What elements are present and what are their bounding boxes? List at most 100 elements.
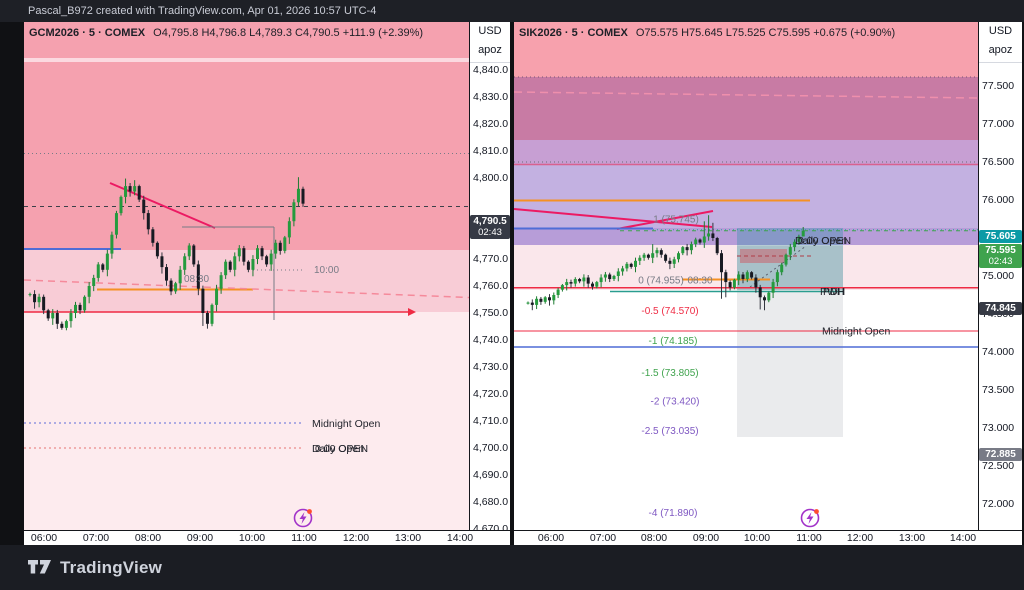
gold-price-axis[interactable]: USD apoz 4,840.0 4,830.0 4,820.0 4,810.0 4,8… [469, 22, 510, 535]
candle-up [612, 276, 616, 280]
silver-currency-unit[interactable]: apoz [988, 44, 1013, 56]
candle-up [296, 188, 300, 203]
pwh-label[interactable]: PWH [820, 286, 845, 298]
gold-currency-unit[interactable]: apoz [478, 44, 502, 56]
background-zone[interactable] [24, 58, 469, 62]
midnight-open-label[interactable]: Midnight Open [312, 418, 380, 430]
level-label-m05[interactable]: -0.5 (74.570) [641, 306, 698, 317]
price-tick-label: 4,810.0 [473, 145, 509, 157]
candle-down [101, 264, 105, 270]
background-zone[interactable] [514, 77, 978, 140]
gold-symbol-title[interactable]: GCM2026 · 5 · COMEX [29, 27, 146, 39]
price-tick-label: 4,840.0 [473, 64, 509, 76]
flash-icon-bolt[interactable] [806, 512, 814, 524]
level-label-m15[interactable]: -1.5 (73.805) [641, 368, 698, 379]
background-zone[interactable] [514, 140, 978, 164]
magenta-trendline-b[interactable] [616, 210, 714, 230]
candle-up [775, 272, 779, 283]
candle-up [655, 250, 659, 254]
daily-open-label[interactable]: Daily Open [312, 443, 364, 455]
level-label-1[interactable]: 1 (75.745) [653, 215, 699, 226]
gold-currency-usd[interactable]: USD [478, 25, 502, 37]
flash-icon[interactable] [293, 508, 313, 528]
declining-dashed-line[interactable] [24, 279, 469, 299]
candle-up [638, 257, 642, 261]
candle-down [750, 272, 754, 278]
midnight-open-label[interactable]: Midnight Open [822, 326, 890, 338]
level-label-m25[interactable]: -2.5 (73.035) [641, 426, 698, 437]
zero-hour-open-label[interactable]: 0:00 OPEN [798, 235, 851, 247]
candle-down [629, 263, 633, 267]
silver-symbol-title[interactable]: SIK2026 · 5 · COMEX [519, 27, 628, 39]
silver-chart-canvas[interactable]: 1 (75.745) 0 (74.955) 08:30 -0.5 (74.570) -1… [514, 22, 978, 530]
pdh-label[interactable]: PDH [823, 286, 845, 298]
gold-chart-canvas[interactable]: 08:30 10:00 Midnight Open Daily Open 0:00 OP… [24, 22, 469, 530]
candle-down [586, 277, 590, 284]
candle-down [265, 256, 269, 265]
background-zone[interactable] [514, 164, 978, 245]
silver-time-axis[interactable]: 06:00 07:00 08:00 09:00 10:00 11:00 12:00 13:00… [514, 530, 1022, 545]
silver-price-axis[interactable]: USD apoz 77.500 77.000 76.500 76.000 75.000 7… [978, 22, 1022, 530]
candle-down [169, 280, 173, 292]
time-marker-0830[interactable]: 08:30 [687, 276, 712, 287]
tradingview-logo-text: TradingView [60, 557, 163, 577]
background-zone[interactable] [740, 249, 787, 263]
tradingview-logo[interactable]: TradingView [28, 558, 162, 578]
price-tick-label: 4,680.0 [473, 496, 509, 508]
price-axis-label: 75.605 [979, 230, 1022, 243]
background-zone[interactable] [514, 22, 978, 77]
time-tick-label: 11:00 [291, 532, 317, 544]
background-zone[interactable] [24, 250, 469, 312]
price-axis-label: 75.595 02:43 [979, 244, 1022, 268]
level-label-m2[interactable]: -2 (73.420) [651, 397, 700, 408]
level-label-0[interactable]: 0 (74.955) [638, 276, 684, 287]
gold-currency-badge[interactable]: USD apoz [470, 22, 510, 63]
time-marker-0830[interactable]: 08:30 [184, 274, 209, 285]
candle-up [274, 242, 278, 254]
price-tick-label: 4,690.0 [473, 469, 509, 481]
candle-down [42, 296, 46, 311]
gold-legend[interactable]: GCM2026 · 5 · COMEX O4,795.8 H4,796.8 L4,… [29, 27, 423, 39]
silver-legend[interactable]: SIK2026 · 5 · COMEX O75.575 H75.645 L75.5… [519, 27, 895, 39]
time-tick-label: 12:00 [846, 532, 874, 544]
candle-up [543, 297, 547, 302]
candle-down [146, 213, 150, 230]
price-tick-label: 72.500 [982, 460, 1015, 472]
time-tick-label: 07:00 [589, 532, 617, 544]
magenta-trendline-a[interactable] [514, 208, 713, 228]
background-zone[interactable] [24, 312, 469, 530]
price-tick-label: 4,750.0 [473, 307, 509, 319]
candle-down [151, 229, 155, 243]
background-zone[interactable] [24, 22, 469, 58]
silver-ohlc-values: O75.575 H75.645 L75.525 C75.595 +0.675 (… [635, 27, 896, 39]
red-arrow-ray-arrowhead[interactable] [408, 308, 416, 316]
candle-up [183, 256, 187, 270]
background-zone[interactable] [514, 228, 978, 246]
silver-currency-usd[interactable]: USD [988, 25, 1013, 37]
gold-time-axis[interactable]: 06:00 07:00 08:00 09:00 10:00 11:00 12:00 13:00… [24, 530, 510, 545]
background-zone[interactable] [514, 290, 978, 530]
candle-down [205, 313, 209, 324]
candle-down [46, 310, 50, 319]
candle-up [616, 271, 620, 276]
flash-icon[interactable] [800, 508, 820, 528]
candle-up [124, 186, 128, 197]
magenta-trendline[interactable] [109, 182, 216, 229]
level-label-m4[interactable]: -4 (71.890) [649, 508, 698, 519]
candle-up [702, 236, 706, 243]
candle-down [196, 264, 200, 289]
silver-currency-badge[interactable]: USD apoz [979, 22, 1022, 63]
background-zone[interactable] [24, 62, 469, 250]
background-zone[interactable] [514, 245, 978, 290]
time-marker-1000[interactable]: 10:00 [314, 265, 339, 276]
zero-hour-open-label[interactable]: 0:00 OPEN [315, 443, 368, 455]
level-label-m1[interactable]: -1 (74.185) [649, 336, 698, 347]
projection-dotted-line[interactable] [749, 245, 807, 288]
candle-down [754, 277, 758, 288]
daily-open-label[interactable]: Daily Open [795, 235, 847, 247]
time-tick-label: 12:00 [342, 532, 370, 544]
silver-chart-svg[interactable]: 1 (75.745) 0 (74.955) 08:30 -0.5 (74.570) -1… [514, 22, 978, 530]
flash-icon-bolt[interactable] [299, 512, 307, 524]
